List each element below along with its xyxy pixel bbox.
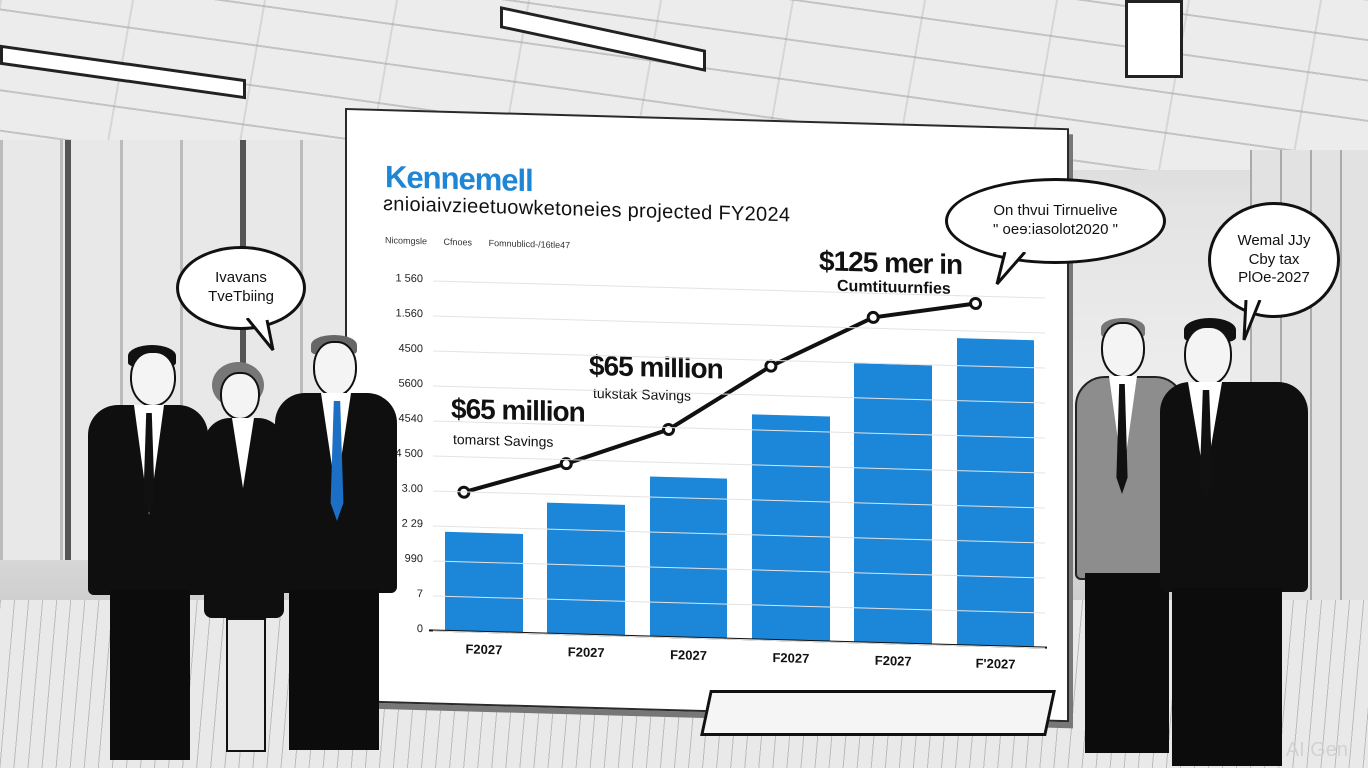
annotation-3-sub: Cumtituurnfies xyxy=(837,277,951,298)
line-marker xyxy=(764,359,778,373)
speech-bubble-far-right: Wemal JJy Cby tax PlOe-2027 xyxy=(1208,202,1340,318)
bubble-line: TveTbiing xyxy=(208,288,274,305)
person-woman xyxy=(198,362,288,762)
bubble-tail xyxy=(245,318,275,351)
bubble-line: PlOe-2027 xyxy=(1238,269,1310,287)
bar-line-chart: $65 million tomarst Savings $65 million … xyxy=(347,110,1067,720)
x-tick-label: F2027 xyxy=(874,652,912,669)
annotation-1-sub: tomarst Savings xyxy=(453,431,554,450)
bubble-line: On thvui Tirnuelive xyxy=(993,202,1118,220)
ceiling-light xyxy=(1125,0,1183,78)
bubble-line: " oeɘ:iasolot2020 " xyxy=(993,221,1118,238)
annotation-2-sub: tukstak Savings xyxy=(593,384,692,404)
x-tick-label: F2027 xyxy=(465,641,503,658)
person-man-blue-tie xyxy=(275,335,400,755)
x-tick-label: F2027 xyxy=(670,647,707,664)
speech-bubble-left: Ivavans TveTbiing xyxy=(176,246,306,330)
line-marker xyxy=(969,296,983,310)
x-tick-label: F2027 xyxy=(567,644,605,661)
bubble-line: Ivavans xyxy=(215,269,267,287)
bubble-line: Cby tax xyxy=(1248,250,1300,268)
bubble-tail xyxy=(995,252,1027,285)
person-man-right xyxy=(1160,318,1310,768)
line-marker xyxy=(866,310,880,324)
speech-bubble-center-right: On thvui Tirnuelive " oeɘ:iasolot2020 " xyxy=(945,178,1166,264)
x-tick-label: F2027 xyxy=(772,649,810,666)
annotation-3: $125 mer in xyxy=(819,245,963,281)
line-marker xyxy=(662,423,676,437)
trend-line xyxy=(463,301,976,495)
bubble-tail xyxy=(1242,300,1262,341)
person-man-1 xyxy=(88,345,208,765)
watermark: AI Gen xyxy=(1285,739,1348,761)
x-tick-label: F'2027 xyxy=(975,655,1016,672)
projection-screen: Kennemell ƨnioiaivzieetuowketoneies proj… xyxy=(345,108,1069,723)
y-tick-label: 1.560 xyxy=(395,307,423,321)
y-tick-label: 1 560 xyxy=(395,272,423,286)
table xyxy=(700,690,1056,736)
bubble-line: Wemal JJy xyxy=(1237,231,1311,249)
